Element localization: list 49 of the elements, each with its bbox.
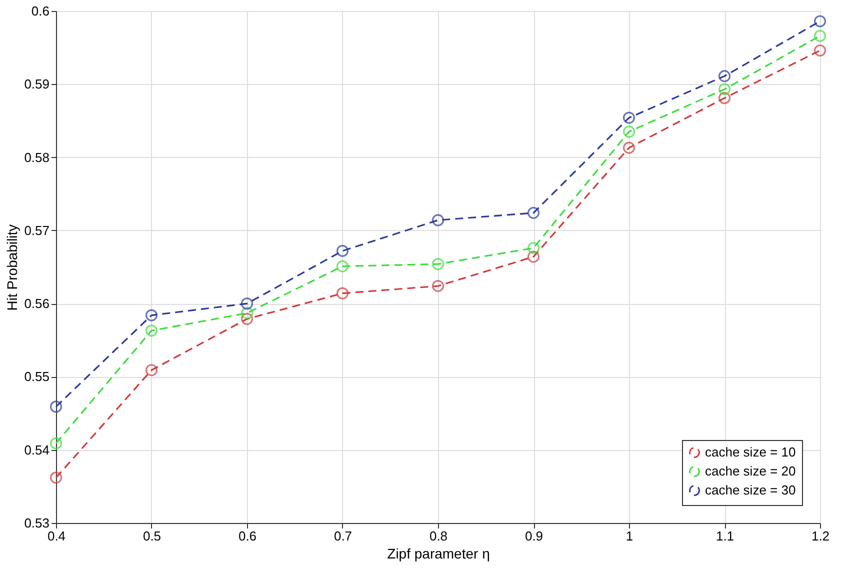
y-tick-label: 0.6 [31,4,50,18]
point [240,298,254,310]
point [145,309,158,322]
point [240,312,254,325]
point [432,280,444,292]
point [240,307,254,320]
point [50,472,62,484]
x-tick-label: 1 [626,528,634,544]
point [814,30,826,42]
legend-label: cache size = 30 [705,482,796,498]
y-tick-label: 0.54 [24,442,50,458]
point [336,287,349,300]
x-axis-title: Zipf parameter η [387,546,490,562]
point [336,244,349,257]
point [814,15,826,28]
y-tick-label: 0.53 [24,516,50,530]
y-tick-label: 0.56 [24,296,50,312]
point [432,214,444,226]
x-tick-label: 0.4 [47,528,66,544]
point [718,92,731,104]
x-tick-label: 1.1 [716,528,734,544]
point [718,70,731,82]
point [622,112,636,124]
point [814,44,826,57]
point [145,324,158,337]
point [527,250,540,263]
x-tick-label: 0.6 [238,528,257,544]
y-tick-label: 0.59 [24,76,50,92]
x-tick-label: 0.7 [334,528,352,544]
x-tick-label: 0.9 [524,528,544,544]
x-tick-label: 1.2 [811,528,830,544]
x-tick-label: 0.8 [429,528,448,544]
point [432,258,444,270]
point [50,400,62,413]
y-tick-label: 0.58 [24,150,50,165]
y-tick-label: 0.55 [24,369,50,384]
point [527,242,540,254]
y-axis-title: Hit Probability [4,224,20,311]
x-tick-label: 0.5 [142,528,162,544]
point [622,126,636,138]
legend-label: cache size = 10 [705,444,796,460]
y-tick-label: 0.57 [24,222,50,238]
point [145,364,158,376]
point [336,260,349,272]
legend-label: cache size = 20 [705,464,796,478]
point [50,437,62,450]
point [718,83,731,96]
point [527,206,540,219]
point [622,142,636,154]
